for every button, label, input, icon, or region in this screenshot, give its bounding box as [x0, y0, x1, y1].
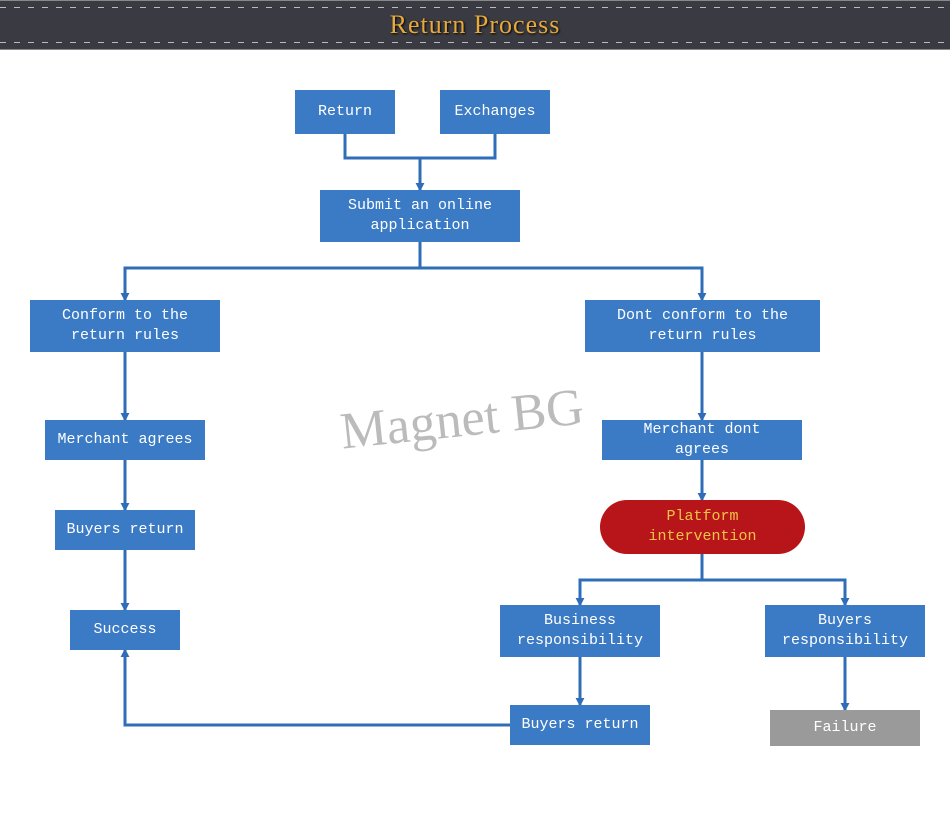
node-label: Buyers return — [521, 715, 638, 735]
edge — [125, 242, 420, 300]
node-label: Platform intervention — [648, 507, 756, 548]
edge — [580, 554, 702, 605]
node-submit: Submit an online application — [320, 190, 520, 242]
page-title: Return Process — [390, 10, 561, 40]
node-label: Buyers responsibility — [782, 611, 908, 652]
node-conform: Conform to the return rules — [30, 300, 220, 352]
node-failure: Failure — [770, 710, 920, 746]
node-label: Return — [318, 102, 372, 122]
node-return: Return — [295, 90, 395, 134]
edge — [125, 650, 510, 725]
watermark-text: Magnet BG — [338, 377, 587, 461]
node-merchant_dont: Merchant dont agrees — [602, 420, 802, 460]
node-label: Dont conform to the return rules — [617, 306, 788, 347]
node-label: Merchant dont agrees — [612, 420, 792, 461]
flowchart-canvas: Magnet BG Return Exchanges Submit an onlin… — [0, 50, 950, 827]
node-label: Buyers return — [66, 520, 183, 540]
node-label: Business responsibility — [517, 611, 643, 652]
edge — [345, 134, 495, 158]
node-buyers_return2: Buyers return — [510, 705, 650, 745]
node-dont_conform: Dont conform to the return rules — [585, 300, 820, 352]
node-merchant_agrees: Merchant agrees — [45, 420, 205, 460]
header-bar: Return Process — [0, 0, 950, 50]
node-label: Conform to the return rules — [62, 306, 188, 347]
node-success: Success — [70, 610, 180, 650]
node-buyers_return1: Buyers return — [55, 510, 195, 550]
node-platform: Platform intervention — [600, 500, 805, 554]
node-label: Failure — [813, 718, 876, 738]
node-label: Exchanges — [454, 102, 535, 122]
node-biz_resp: Business responsibility — [500, 605, 660, 657]
node-label: Success — [93, 620, 156, 640]
node-label: Submit an online application — [348, 196, 492, 237]
edge — [702, 554, 845, 605]
edge — [420, 242, 702, 300]
node-buyers_resp: Buyers responsibility — [765, 605, 925, 657]
node-exchanges: Exchanges — [440, 90, 550, 134]
node-label: Merchant agrees — [57, 430, 192, 450]
